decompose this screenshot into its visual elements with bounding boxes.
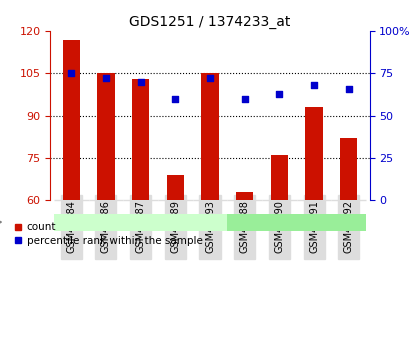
Point xyxy=(276,91,283,96)
Point xyxy=(172,96,178,101)
FancyBboxPatch shape xyxy=(227,214,366,230)
Bar xyxy=(340,138,357,200)
Point xyxy=(311,82,318,88)
Point xyxy=(137,79,144,85)
Point xyxy=(207,76,213,81)
Bar xyxy=(97,73,115,200)
Title: GDS1251 / 1374233_at: GDS1251 / 1374233_at xyxy=(129,14,291,29)
Point xyxy=(68,71,75,76)
Legend: count, percentile rank within the sample: count, percentile rank within the sample xyxy=(14,223,202,246)
Text: acute hypotension: acute hypotension xyxy=(245,217,349,227)
FancyBboxPatch shape xyxy=(54,214,227,230)
Bar xyxy=(305,107,323,200)
Bar xyxy=(167,175,184,200)
Point xyxy=(345,86,352,91)
Point xyxy=(241,96,248,101)
Bar xyxy=(201,73,219,200)
Point xyxy=(102,76,109,81)
Bar xyxy=(132,79,149,200)
Bar xyxy=(236,191,253,200)
Bar xyxy=(63,39,80,200)
Bar xyxy=(271,155,288,200)
Text: control: control xyxy=(121,217,160,227)
